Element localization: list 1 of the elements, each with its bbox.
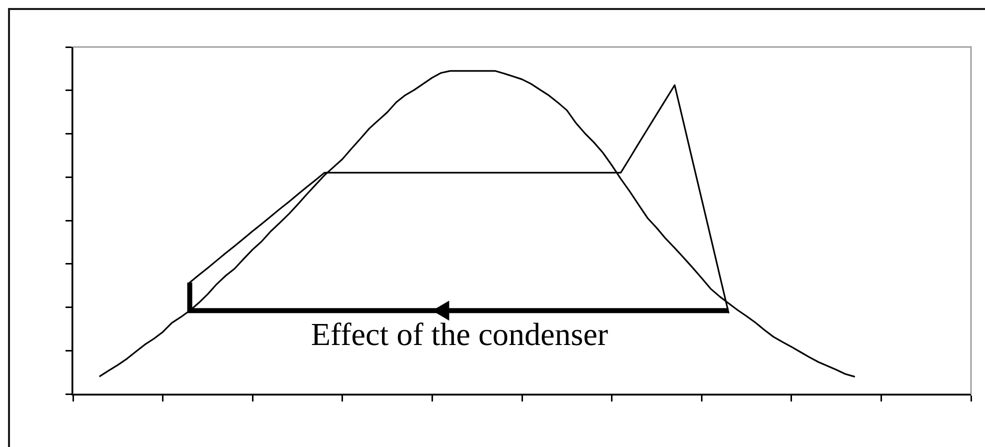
annotation: Effect of the condenser [311, 316, 608, 352]
